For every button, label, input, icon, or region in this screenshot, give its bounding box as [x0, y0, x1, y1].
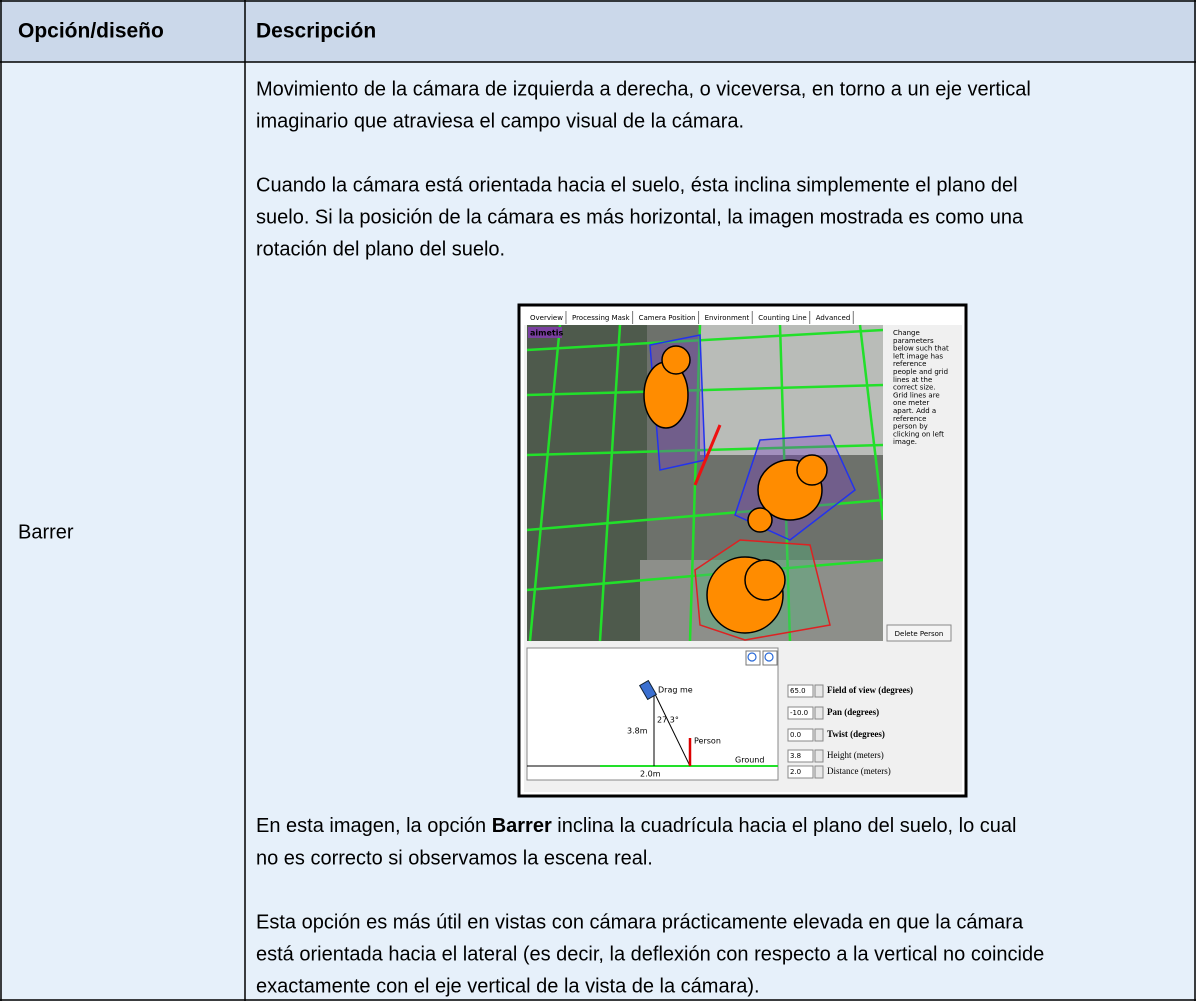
- paragraph-line: Esta opción es más útil en vistas con cá…: [256, 911, 1024, 933]
- reference-people: [643, 345, 828, 634]
- tab[interactable]: Overview: [530, 314, 563, 322]
- help-text: apart. Add a: [893, 407, 936, 415]
- help-text: reference: [893, 415, 926, 423]
- zoom-buttons[interactable]: [745, 650, 778, 666]
- paragraph-line: no es correcto si observamos la escena r…: [256, 847, 653, 869]
- diagram-panel: [526, 647, 779, 781]
- logo-bg: [528, 327, 562, 338]
- text-segment: inclina la cuadrícula hacia el plano del…: [552, 815, 1017, 837]
- button-label[interactable]: Delete Person: [895, 630, 944, 638]
- paragraph-line: imaginario que atraviesa el campo visual…: [256, 110, 744, 132]
- tab[interactable]: Environment: [705, 314, 750, 322]
- diagram-label: Ground: [735, 756, 764, 765]
- tab[interactable]: Camera Position: [639, 314, 696, 322]
- help-text: left image has: [893, 352, 943, 360]
- help-text: person by: [893, 423, 928, 431]
- input-value[interactable]: 2.0: [790, 768, 801, 776]
- camera-icon[interactable]: [638, 679, 658, 701]
- diagram-label: Drag me: [658, 686, 693, 695]
- help-text: Grid lines are: [893, 391, 940, 399]
- input-box[interactable]: [787, 728, 814, 742]
- input-value[interactable]: 65.0: [790, 687, 806, 695]
- help-text: below such that: [893, 345, 949, 353]
- delete-person-button[interactable]: [886, 624, 952, 642]
- help-text: Change: [893, 329, 920, 337]
- input-box[interactable]: [787, 706, 814, 720]
- diagram-label: 27.3°: [657, 716, 679, 725]
- option-name: Barrer: [18, 521, 74, 543]
- help-text: one meter: [893, 399, 929, 407]
- tab[interactable]: Processing Mask: [572, 314, 631, 322]
- text-segment: En esta imagen, la opción: [256, 815, 492, 837]
- screenshot: [517, 303, 968, 798]
- paragraph-line: En esta imagen, la opción Barrer inclina…: [256, 815, 1017, 837]
- paragraph-line: Movimiento de la cámara de izquierda a d…: [256, 78, 1031, 100]
- input-value[interactable]: 0.0: [790, 731, 801, 739]
- diagram-label: 3.8m: [627, 727, 648, 736]
- diagram-label: 2.0m: [640, 770, 661, 779]
- control-label: Field of view (degrees): [827, 685, 913, 695]
- grid-overlay: [526, 324, 885, 642]
- control-label: Distance (meters): [827, 766, 891, 776]
- help-text: image.: [893, 438, 917, 446]
- paragraph-line: suelo. Si la posición de la cámara es má…: [256, 206, 1024, 228]
- spinner[interactable]: [814, 684, 824, 698]
- paragraph-line: Cuando la cámara está orientada hacia el…: [256, 174, 1018, 196]
- paragraph-line: rotación del plano del suelo.: [256, 238, 505, 260]
- input-box[interactable]: [787, 765, 814, 779]
- input-value[interactable]: 3.8: [790, 752, 801, 760]
- control-label: Height (meters): [827, 750, 884, 760]
- help-text: clicking on left: [893, 430, 944, 438]
- input-box[interactable]: [787, 749, 814, 763]
- spinner[interactable]: [814, 765, 824, 779]
- help-text: parameters: [893, 337, 934, 345]
- text-segment: Barrer: [492, 815, 552, 837]
- tab[interactable]: Advanced: [816, 314, 851, 322]
- input-value[interactable]: -10.0: [790, 709, 808, 717]
- diagram-label: Person: [694, 737, 721, 746]
- help-text: reference: [893, 360, 926, 368]
- column-header: Descripción: [256, 20, 376, 43]
- help-text: correct size.: [893, 384, 936, 392]
- input-box[interactable]: [787, 684, 814, 698]
- column-header: Opción/diseño: [18, 20, 164, 43]
- paragraph-line: exactamente con el eje vertical de la vi…: [256, 975, 760, 997]
- help-text: people and grid: [893, 368, 948, 376]
- control-label: Twist (degrees): [827, 729, 885, 739]
- spinner[interactable]: [814, 706, 824, 720]
- paragraph-line: está orientada hacia el lateral (es deci…: [256, 943, 1044, 965]
- logo: aimetis: [530, 329, 563, 338]
- tab[interactable]: Counting Line: [758, 314, 806, 322]
- spinner[interactable]: [814, 749, 824, 763]
- control-label: Pan (degrees): [827, 707, 879, 717]
- table-header-bg: [0, 0, 1196, 62]
- help-text: lines at the: [893, 376, 932, 384]
- spinner[interactable]: [814, 728, 824, 742]
